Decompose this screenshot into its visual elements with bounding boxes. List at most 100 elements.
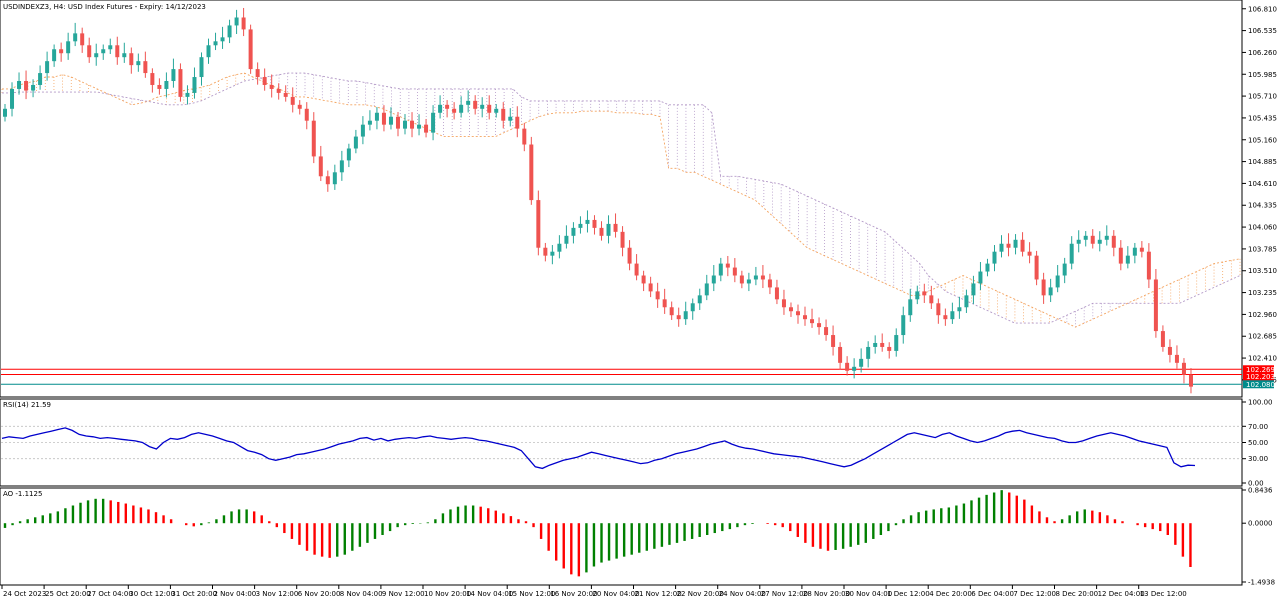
candle-body (311, 120, 316, 157)
rsi-tick-label: 70.00 (1248, 423, 1268, 431)
ao-bars (3, 490, 1192, 577)
time-label: 20 Nov 04:00 (592, 590, 639, 598)
candle-body (1083, 235, 1088, 240)
candle-body (817, 323, 822, 328)
candle-body (157, 84, 162, 89)
price-tick-label: 106.535 (1248, 27, 1277, 35)
candle-body (136, 61, 141, 66)
candle-body (374, 112, 379, 121)
time-label: 4 Dec 20:00 (929, 590, 972, 598)
candle-body (466, 100, 471, 105)
candle-body (31, 84, 36, 91)
candle-body (1055, 275, 1060, 288)
price-tag-label: 102.269 (1246, 366, 1275, 374)
candle-body (838, 346, 843, 363)
candle-body (1146, 251, 1151, 280)
candle-body (38, 73, 43, 85)
time-label: 8 Nov 04:00 (340, 590, 383, 598)
candle-body (346, 148, 351, 161)
candle-body (683, 311, 688, 320)
ichimoku-cloud (1, 72, 1241, 328)
ao-axis[interactable]: 0.8436 0.0000 -1.4938 (1242, 487, 1275, 587)
candle-body (550, 251, 555, 256)
candle-body (353, 136, 358, 149)
ao-tick-label: 0.8436 (1248, 487, 1273, 495)
candle-body (480, 104, 485, 109)
price-tag (1243, 380, 1274, 389)
candle-body (1069, 243, 1074, 264)
price-tag-label: 102.080 (1246, 381, 1275, 389)
candle-body (241, 17, 246, 30)
price-pane[interactable]: USDINDEXZ3, H4: USD Index Futures - Expi… (0, 0, 1243, 398)
time-label: 12 Dec 04:00 (1098, 590, 1145, 598)
time-label: 10 Nov 20:00 (424, 590, 471, 598)
price-tick-label: 106.260 (1248, 49, 1277, 57)
candle-body (985, 263, 990, 272)
time-label: 7 Dec 12:00 (1013, 590, 1056, 598)
candle-body (718, 263, 723, 276)
price-tick-label: 105.435 (1248, 114, 1277, 122)
time-label: 3 Nov 12:00 (256, 590, 299, 598)
candle-body (803, 315, 808, 320)
candle-body (971, 283, 976, 296)
candle-body (1160, 331, 1165, 347)
ao-tick-label: -1.4938 (1248, 579, 1275, 587)
candle-body (283, 92, 288, 97)
candle-body (367, 120, 372, 125)
candle-body (66, 41, 71, 54)
candle-body (543, 247, 548, 256)
candle-body (739, 275, 744, 284)
candle-body (318, 156, 323, 177)
time-label: 27 Nov 12:00 (761, 590, 808, 598)
candle-body (859, 358, 864, 367)
candle-body (1153, 279, 1158, 332)
ao-pane[interactable]: AO -1.1125 (0, 487, 1243, 586)
candle-body (290, 96, 295, 105)
candle-body (297, 104, 302, 109)
candle-body (213, 41, 218, 46)
rsi-pane[interactable]: RSI(14) 21.59 (0, 398, 1243, 487)
candle-body (824, 327, 829, 336)
candle-body (536, 200, 541, 248)
time-label: 9 Nov 12:00 (382, 590, 425, 598)
candle-body (578, 223, 583, 228)
candle-body (101, 49, 106, 54)
candle-body (1111, 235, 1116, 248)
time-label: 30 Oct 12:00 (129, 590, 175, 598)
candle-body (810, 319, 815, 324)
price-tag-label: 102.203 (1246, 373, 1275, 381)
price-tick-label: 103.235 (1248, 289, 1277, 297)
price-axis[interactable]: 106.810 106.535 106.260 105.985 105.710 105.4… (1242, 5, 1277, 389)
chart-title: USDINDEXZ3, H4: USD Index Futures - Expi… (3, 3, 206, 11)
rsi-axis[interactable]: 100.00 70.00 50.00 30.00 0.00 (1242, 399, 1273, 488)
candle-body (936, 303, 941, 316)
candle-body (557, 243, 562, 252)
candle-body (880, 342, 885, 347)
candle-body (445, 104, 450, 109)
time-label: 8 Dec 20:00 (1056, 590, 1099, 598)
candle-body (1125, 255, 1130, 264)
candle-body (795, 311, 800, 316)
candle-body (1167, 346, 1172, 355)
candle-body (276, 88, 281, 93)
candle-body (873, 342, 878, 347)
candle-body (831, 335, 836, 347)
candle-body (424, 124, 429, 133)
rsi-tick-label: 30.00 (1248, 455, 1268, 463)
time-label: 24 Oct 2023 (3, 590, 46, 598)
candle-body (143, 61, 148, 74)
rsi-tick-label: 100.00 (1248, 399, 1273, 407)
candle-body (964, 295, 969, 308)
candle-body (697, 295, 702, 304)
candle-body (774, 287, 779, 300)
candle-body (185, 92, 190, 97)
rsi-title: RSI(14) 21.59 (3, 401, 51, 409)
time-label: 28 Nov 20:00 (803, 590, 850, 598)
candle-body (1076, 239, 1081, 244)
price-tick-label: 103.785 (1248, 245, 1277, 253)
candle-body (1097, 239, 1102, 244)
candle-body (192, 77, 197, 93)
candle-body (80, 33, 85, 46)
time-label: 14 Nov 04:00 (466, 590, 513, 598)
